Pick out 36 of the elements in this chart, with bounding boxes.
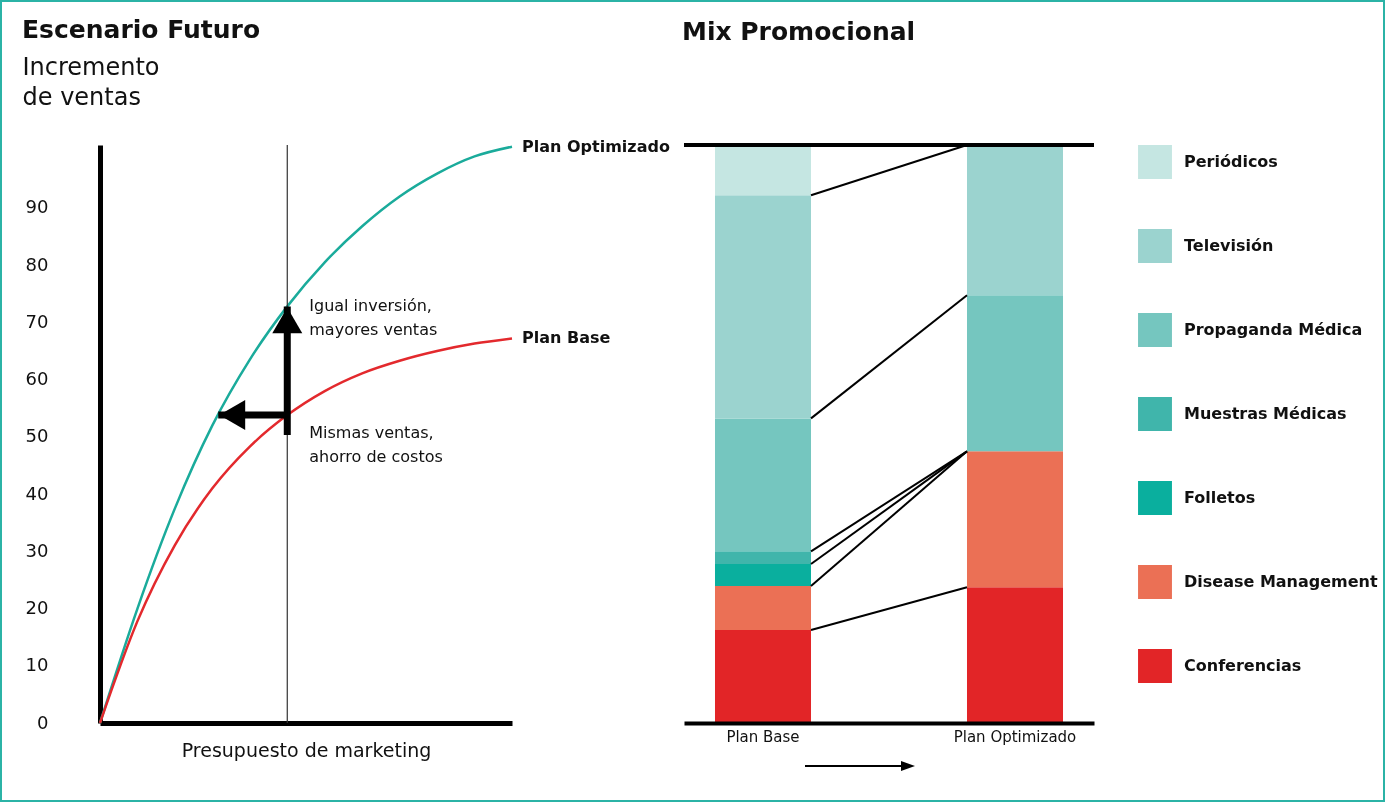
y-tick-label: 20: [25, 597, 49, 619]
chart-title: Escenario Futuro: [22, 15, 261, 44]
bar: [715, 195, 812, 419]
annotation: Mismas ventas, ahorro de costos: [309, 423, 443, 467]
y-tick-label: 70: [25, 310, 49, 332]
y-axis-title: Incremento de ventas: [22, 52, 160, 111]
y-tick-label: 50: [25, 425, 49, 447]
bar: [715, 551, 812, 565]
bar: [715, 418, 812, 552]
y-tick-label: 30: [25, 539, 49, 561]
bar: [966, 295, 1063, 452]
legend-label: Folletos: [1184, 488, 1256, 507]
legend-label: Periódicos: [1184, 152, 1278, 171]
bar: [715, 629, 812, 723]
legend-label: Televisión: [1184, 236, 1274, 255]
y-tick-label: 60: [25, 368, 49, 390]
bar: [966, 451, 1063, 588]
series-label: Plan Optimizado: [522, 136, 670, 156]
bar: [966, 587, 1063, 723]
legend-label: Conferencias: [1184, 656, 1302, 675]
bar: [715, 145, 812, 196]
x-axis-title: Presupuesto de marketing: [181, 738, 432, 761]
y-tick-label: 80: [25, 253, 49, 275]
y-tick-label: 10: [25, 654, 49, 676]
y-tick-label: 90: [25, 196, 49, 218]
legend-label: Muestras Médicas: [1184, 404, 1347, 423]
chart-title: Mix Promocional: [682, 17, 916, 46]
annotation: Igual inversión, mayores ventas: [309, 296, 438, 340]
legend-label: Propaganda Médica: [1184, 320, 1363, 339]
bar: [966, 145, 1063, 296]
series-label: Plan Base: [522, 328, 611, 348]
y-tick-label: 0: [37, 711, 49, 733]
bar: [715, 586, 812, 630]
y-tick-label: 40: [25, 482, 49, 504]
legend-label: Disease Management: [1184, 572, 1379, 591]
bar: [715, 564, 812, 587]
